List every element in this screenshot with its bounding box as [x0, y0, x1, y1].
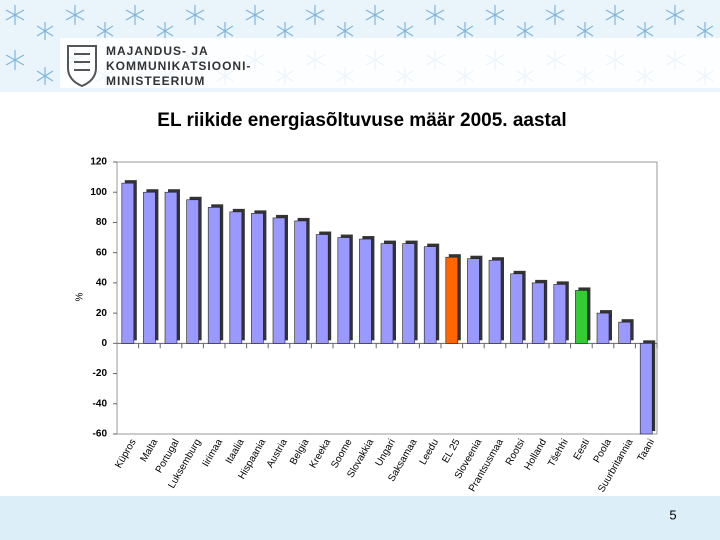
bar	[380, 243, 394, 344]
y-tick-label: 60	[96, 247, 108, 258]
x-tick-label: Leedu	[418, 437, 441, 467]
x-tick-label: Eesti	[572, 437, 593, 462]
bar	[467, 258, 480, 344]
y-tick-label: -20	[93, 368, 108, 379]
bar	[488, 259, 502, 344]
bar	[510, 273, 523, 344]
bar	[553, 284, 567, 344]
y-tick-label: -60	[93, 429, 108, 440]
x-tick-label: Austria	[265, 437, 290, 470]
logo	[67, 45, 97, 88]
bar	[315, 234, 329, 344]
bar	[251, 213, 264, 344]
x-tick-label: Iirimaa	[201, 437, 226, 469]
x-tick-label: EL 25	[440, 437, 463, 465]
y-tick-label: 20	[96, 308, 108, 319]
bar	[639, 343, 653, 435]
header-panel	[60, 38, 720, 88]
y-tick-label: 40	[96, 278, 108, 289]
header-line: MAJANDUS- JA	[106, 44, 209, 58]
header-line: KOMMUNIKATSIOONI-	[106, 59, 251, 73]
bar	[121, 182, 135, 344]
chart-title: EL riikide energiasõltuvuse määr 2005. a…	[157, 110, 566, 131]
bar	[143, 191, 156, 344]
y-tick-label: 100	[90, 187, 107, 198]
x-tick-label: Taani	[636, 437, 657, 463]
x-tick-label: Itaalia	[224, 437, 247, 466]
bar	[531, 282, 545, 344]
y-tick-label: -40	[93, 398, 108, 409]
bar	[229, 211, 243, 344]
header-line: MINISTEERIUM	[106, 74, 205, 88]
bar	[402, 243, 415, 344]
y-tick-label: 0	[101, 338, 107, 349]
bar	[596, 312, 610, 344]
bar	[359, 238, 372, 344]
x-tick-label: Tšehhi	[546, 437, 571, 468]
x-tick-label: Küpros	[113, 437, 138, 470]
y-tick-label: 120	[90, 157, 107, 168]
y-axis-label: %	[75, 292, 86, 301]
bar	[337, 237, 351, 344]
bar	[164, 191, 178, 344]
y-tick-label: 80	[96, 217, 108, 228]
bar	[423, 246, 437, 344]
page-number: 5	[669, 507, 676, 522]
bar	[575, 290, 588, 344]
bar	[445, 256, 459, 344]
bar	[207, 207, 221, 344]
bar	[294, 220, 307, 344]
x-tick-label: Malta	[139, 437, 161, 464]
x-tick-label: Poola	[592, 437, 615, 465]
bar	[186, 199, 199, 344]
bar	[618, 321, 631, 344]
bar	[272, 217, 286, 344]
footer-band	[0, 496, 720, 540]
